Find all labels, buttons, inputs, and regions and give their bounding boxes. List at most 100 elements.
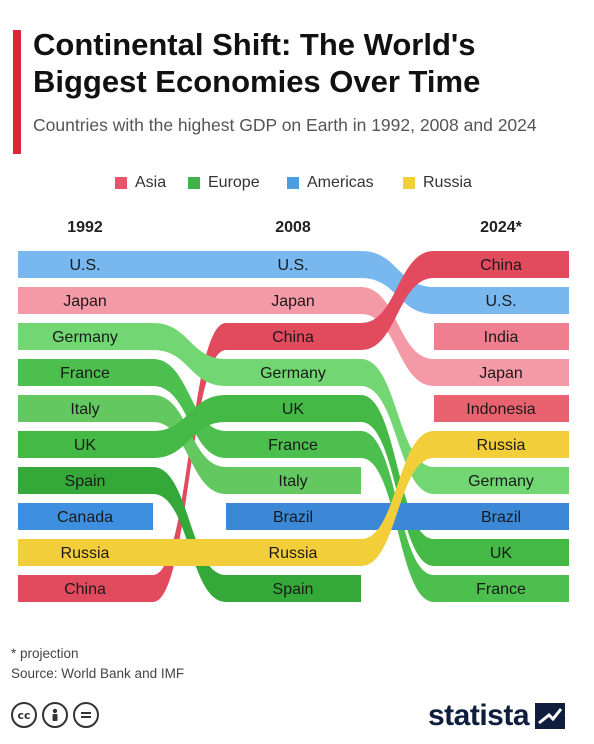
band-segment-russia-1 — [361, 431, 434, 566]
rank-box-germany-2008 — [226, 359, 361, 386]
rank-label-japan-1992: Japan — [63, 293, 107, 310]
rank-box-france-2008 — [226, 431, 361, 458]
year-header-1992: 1992 — [67, 219, 103, 236]
rank-box-russia-2008 — [226, 539, 361, 566]
rank-box-spain-2008 — [226, 575, 361, 602]
rank-label-china-2008: China — [272, 329, 314, 346]
band-segment-uk-1 — [361, 395, 434, 566]
rank-label-indonesia-2024: Indonesia — [466, 401, 535, 418]
band-russia — [153, 431, 434, 566]
rank-box-china-2024 — [434, 251, 569, 278]
title-accent-bar — [13, 30, 21, 154]
cc-icon: cc — [11, 702, 37, 728]
legend-swatch-asia — [115, 177, 127, 189]
chart-subtitle: Countries with the highest GDP on Earth … — [33, 115, 537, 135]
legend-item-americas: Americas — [287, 173, 374, 193]
rank-box-brazil-2024 — [434, 503, 569, 530]
rank-label-uk-1992: UK — [74, 437, 97, 454]
rank-box-germany-2024 — [434, 467, 569, 494]
rank-label-brazil-2024: Brazil — [481, 509, 521, 526]
year-header-2024: 2024* — [480, 219, 523, 236]
rank-box-russia-2024 — [434, 431, 569, 458]
band-segment-russia-0 — [153, 539, 226, 566]
rank-label-spain-2008: Spain — [273, 581, 314, 598]
rank-label-france-2008: France — [268, 437, 318, 454]
rank-box-japan-2024 — [434, 359, 569, 386]
band-china — [153, 251, 434, 602]
rank-box-japan-2008 — [226, 287, 361, 314]
rank-box-germany-1992 — [18, 323, 153, 350]
rank-label-france-2024: France — [476, 581, 526, 598]
rank-label-france-1992: France — [60, 365, 110, 382]
rank-label-japan-2024: Japan — [479, 365, 523, 382]
rank-label-germany-2024: Germany — [468, 473, 534, 490]
rank-label-china-2024: China — [480, 257, 522, 274]
rank-box-italy-1992 — [18, 395, 153, 422]
band-segment-germany-0 — [153, 323, 226, 386]
rank-box-france-1992 — [18, 359, 153, 386]
band-brazil — [361, 503, 434, 530]
rank-box-india-2024 — [434, 323, 569, 350]
statista-logo: statista — [428, 698, 566, 734]
band-segment-china-1 — [361, 251, 434, 350]
legend-swatch-americas — [287, 177, 299, 189]
rank-box-us-1992 — [18, 251, 153, 278]
legend-swatch-europe — [188, 177, 200, 189]
rank-label-russia-1992: Russia — [61, 545, 110, 562]
band-italy — [153, 395, 226, 494]
rank-box-us-2024 — [434, 287, 569, 314]
logo-text: statista — [428, 699, 530, 732]
year-header-2008: 2008 — [275, 219, 311, 236]
band-us — [153, 251, 434, 314]
rank-box-us-2008 — [226, 251, 361, 278]
rank-label-italy-2008: Italy — [278, 473, 307, 490]
rank-label-india-2024: India — [484, 329, 519, 346]
band-japan — [153, 287, 434, 386]
legend-item-russia: Russia — [403, 173, 472, 193]
footnote: * projection — [11, 646, 79, 661]
rank-label-us-1992: U.S. — [69, 257, 100, 274]
rank-label-russia-2024: Russia — [477, 437, 526, 454]
rank-box-italy-2008 — [226, 467, 361, 494]
rank-label-uk-2024: UK — [490, 545, 513, 562]
rank-box-uk-2024 — [434, 539, 569, 566]
rank-box-uk-2008 — [226, 395, 361, 422]
legend-label-russia: Russia — [423, 174, 472, 191]
legend-label-asia: Asia — [135, 174, 167, 191]
band-segment-spain-0 — [153, 467, 226, 602]
rank-box-china-1992 — [18, 575, 153, 602]
band-segment-uk-0 — [153, 395, 226, 458]
legend-label-europe: Europe — [208, 174, 260, 191]
logo-mark-icon — [535, 703, 566, 729]
rank-label-brazil-2008: Brazil — [273, 509, 313, 526]
band-segment-brazil-1 — [361, 503, 434, 530]
legend-item-europe: Europe — [188, 173, 260, 193]
band-segment-china-0 — [153, 323, 226, 602]
rank-box-uk-1992 — [18, 431, 153, 458]
rank-label-spain-1992: Spain — [65, 473, 106, 490]
rank-box-canada-1992 — [18, 503, 153, 530]
rank-label-china-1992: China — [64, 581, 106, 598]
nd-icon — [73, 702, 99, 728]
rank-box-spain-1992 — [18, 467, 153, 494]
legend-swatch-russia — [403, 177, 415, 189]
rank-box-indonesia-2024 — [434, 395, 569, 422]
rank-label-us-2008: U.S. — [277, 257, 308, 274]
by-icon — [42, 702, 68, 728]
rank-label-germany-2008: Germany — [260, 365, 326, 382]
legend: Asia Europe Americas Russia — [0, 173, 594, 193]
rank-box-russia-1992 — [18, 539, 153, 566]
license-icons: cc — [11, 702, 99, 730]
rank-label-canada-1992: Canada — [57, 509, 113, 526]
chart-title: Continental Shift: The World's Biggest E… — [33, 27, 481, 99]
band-segment-us-0 — [153, 251, 226, 278]
rank-label-russia-2008: Russia — [269, 545, 318, 562]
rank-label-us-2024: U.S. — [485, 293, 516, 310]
legend-item-asia: Asia — [115, 173, 166, 193]
rank-box-france-2024 — [434, 575, 569, 602]
legend-label-americas: Americas — [307, 174, 374, 191]
bump-chart: 1992 2008 2024* U.S. Japan Germany France Italy… — [18, 219, 569, 602]
band-segment-italy-0 — [153, 395, 226, 494]
rank-box-brazil-2008 — [226, 503, 361, 530]
band-segment-us-1 — [361, 251, 434, 314]
